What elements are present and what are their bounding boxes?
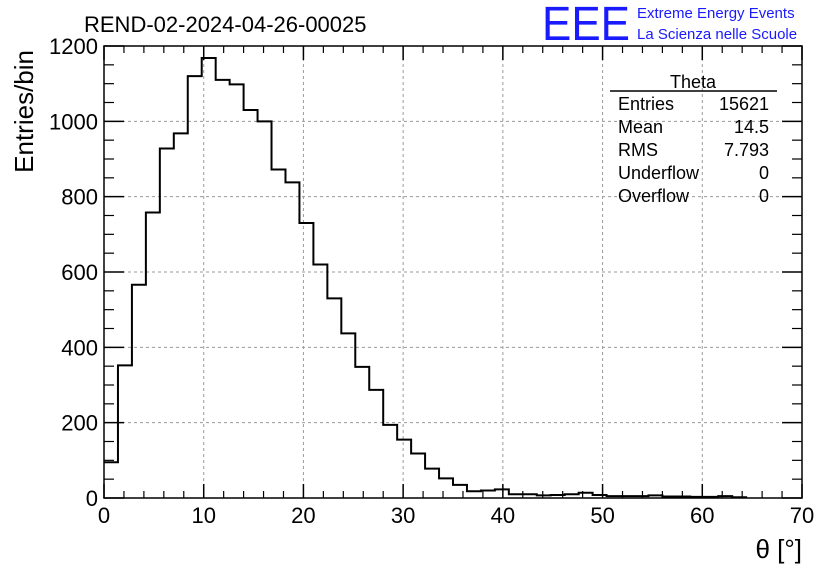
stats-row-value: 14.5 [734,117,769,137]
y-tick-label: 400 [61,335,98,360]
y-tick-label: 0 [86,486,98,511]
y-tick-label: 800 [61,185,98,210]
stats-row-label: Mean [618,117,663,137]
axis-ticks [103,45,803,499]
chart-title: REND-02-2024-04-26-00025 [84,12,367,37]
y-tick-label: 600 [61,260,98,285]
y-tick-label: 200 [61,411,98,436]
stats-row-label: Underflow [618,163,700,183]
x-tick-label: 0 [98,503,110,528]
y-axis-title: Entries/bin [9,50,39,173]
grid-lines [104,46,802,498]
histogram-line [104,57,748,499]
stats-box-title: Theta [670,72,717,92]
stats-row-label: Overflow [618,186,690,206]
stats-row-value: 15621 [719,94,769,114]
y-tick-label: 1000 [49,109,98,134]
x-tick-label: 20 [291,503,315,528]
stats-row-value: 0 [759,163,769,183]
stats-row-value: 0 [759,186,769,206]
x-tick-label: 70 [790,503,814,528]
x-axis-title: θ [°] [755,534,802,564]
eee-logo: EEE Extreme Energy Events La Scienza nel… [542,0,797,51]
logo-line-2: La Scienza nelle Scuole [637,26,797,43]
logo-mark: EEE [542,0,630,51]
stats-rows: Entries 15621 Mean 14.5 RMS 7.793 Underflow 0 Ov… [618,94,769,206]
x-tick-label: 50 [590,503,614,528]
tick-labels: 0 10 20 30 40 50 60 70 0 200 400 600 800 1000 1200 [49,34,814,528]
x-tick-label: 60 [690,503,714,528]
x-tick-label: 30 [391,503,415,528]
stats-box: Theta Entries 15621 Mean 14.5 RMS 7.793 Underf… [610,72,777,206]
y-tick-label: 1200 [49,34,98,59]
x-tick-label: 10 [191,503,215,528]
logo-line-1: Extreme Energy Events [637,5,795,22]
x-tick-label: 40 [491,503,515,528]
stats-row-label: Entries [618,94,674,114]
stats-row-value: 7.793 [724,140,769,160]
stats-row-label: RMS [618,140,658,160]
